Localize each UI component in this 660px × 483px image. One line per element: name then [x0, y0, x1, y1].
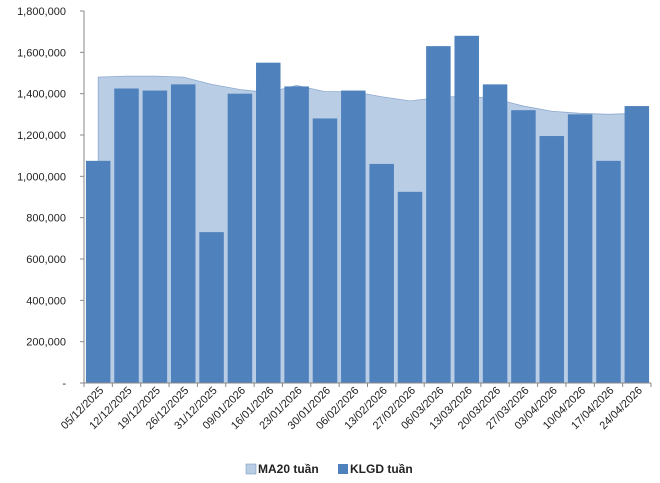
y-tick-label: 1,800,000: [17, 6, 66, 18]
y-tick-label: 200,000: [26, 337, 66, 349]
bar-31-12-2025: [199, 232, 224, 383]
bar-10-04-2026: [567, 114, 593, 383]
bar-20-03-2026: [482, 84, 508, 383]
bar-05-12-2025: [85, 160, 111, 383]
bar-26-12-2025: [170, 84, 196, 383]
bar-27-02-2026: [397, 191, 423, 383]
y-tick-label: 600,000: [26, 254, 66, 266]
y-tick-labels: - 200,000 400,000 600,000 800,000 1,000,000 1,…: [17, 6, 84, 390]
y-tick-label: 400,000: [26, 295, 66, 307]
bar-17-04-2026: [596, 160, 621, 383]
y-tick-label: 800,000: [26, 213, 66, 225]
bar-12-12-2025: [114, 88, 139, 383]
legend: MA20 tuần KLGD tuần: [245, 462, 413, 476]
y-tick-label: 1,600,000: [17, 47, 66, 59]
bar-24-04-2026: [624, 106, 650, 384]
legend-swatch-ma20: [245, 463, 257, 475]
bar-23-01-2026: [284, 86, 309, 383]
y-tick-label: 1,200,000: [17, 130, 66, 142]
bar-30-01-2026: [312, 118, 338, 383]
y-tick-label: -: [62, 378, 66, 390]
bar-13-03-2026: [454, 35, 479, 384]
legend-label-ma20: MA20 tuần: [258, 462, 319, 476]
bar-19-12-2025: [142, 90, 168, 384]
bar-06-02-2026: [341, 90, 366, 384]
bar-06-03-2026: [426, 46, 451, 384]
bar-layer: [85, 35, 650, 384]
bar-27-03-2026: [511, 110, 536, 383]
legend-label-klgd: KLGD tuần: [350, 462, 413, 476]
bar-09-01-2026: [227, 93, 253, 384]
bar-13-02-2026: [369, 163, 394, 383]
x-tick-labels: 05/12/202512/12/202519/12/202526/12/2025…: [59, 383, 652, 432]
legend-swatch-klgd: [338, 464, 348, 474]
y-tick-label: 1,400,000: [17, 89, 66, 101]
y-tick-label: 1,000,000: [17, 171, 66, 183]
bar-16-01-2026: [256, 62, 281, 384]
bar-03-04-2026: [539, 136, 565, 383]
